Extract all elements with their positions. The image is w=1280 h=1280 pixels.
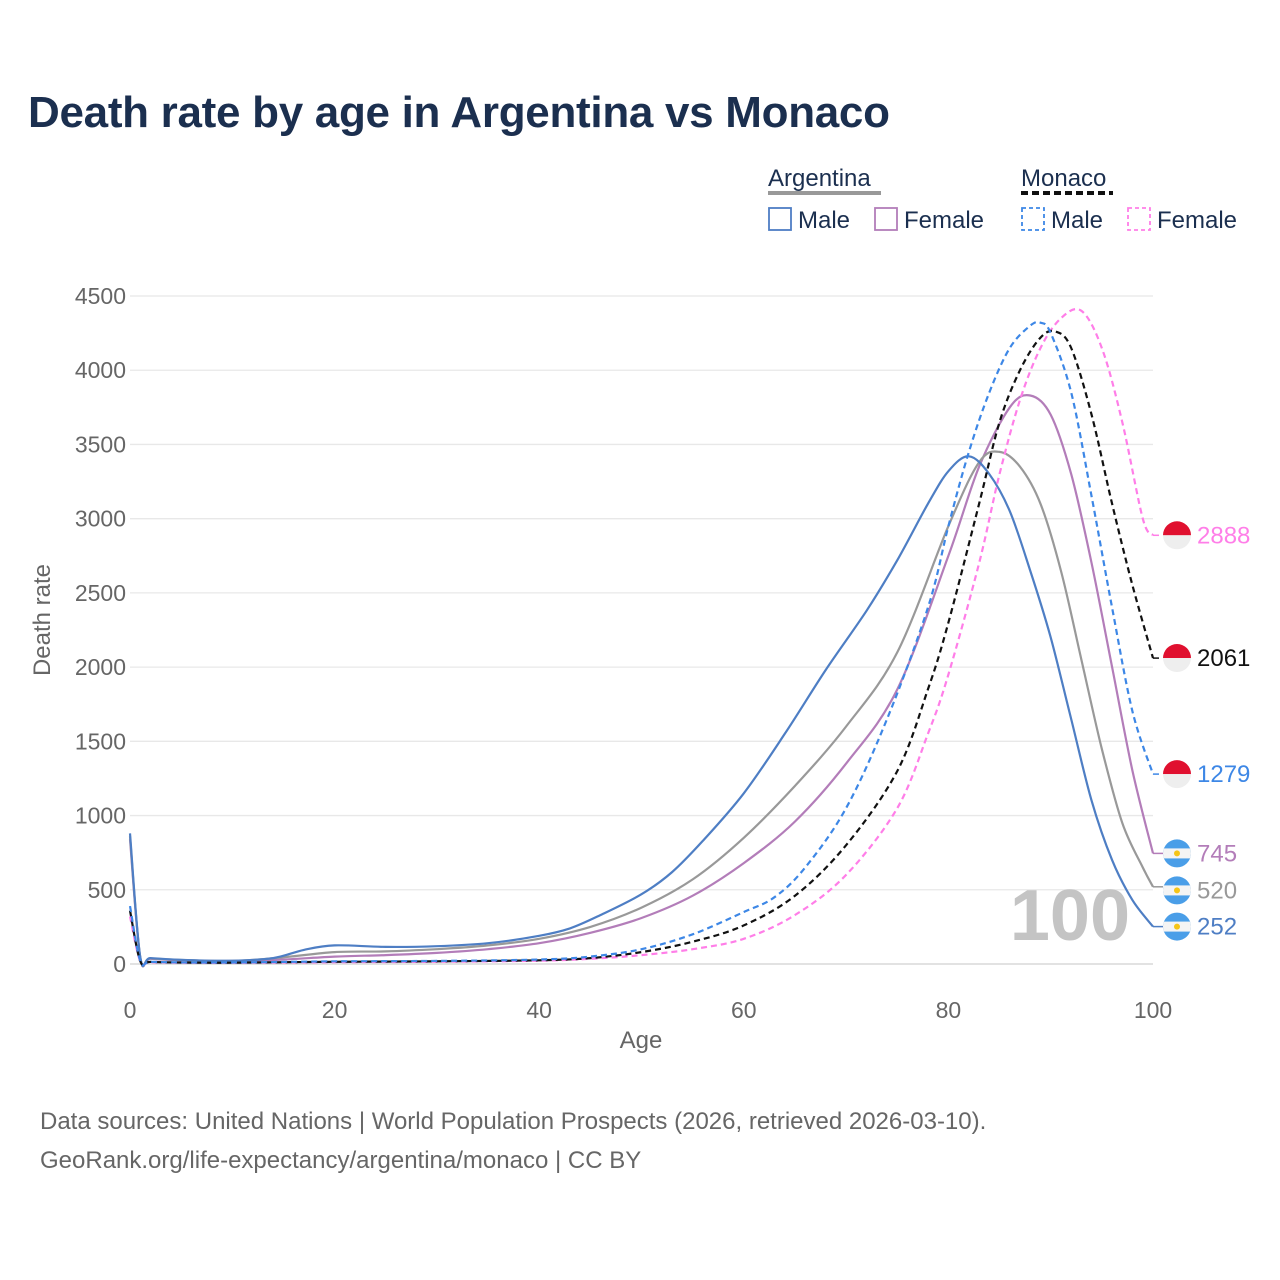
x-tick-label-60: 60 <box>731 997 757 1023</box>
flag-monaco-icon <box>1163 521 1191 550</box>
series-line-argentina-female <box>128 394 1155 968</box>
year-watermark: 100 <box>1010 876 1130 956</box>
x-tick-label-100: 100 <box>1134 997 1172 1023</box>
y-tick-label-1500: 1500 <box>75 728 126 754</box>
flag-argentina-icon <box>1163 912 1191 941</box>
legend-item-argentina-female: Female <box>904 207 984 234</box>
series-lines <box>128 307 1155 968</box>
end-label-argentina-female: 745 <box>1197 840 1237 867</box>
y-tick-label-3000: 3000 <box>75 506 126 532</box>
x-axis-label: Age <box>620 1027 663 1054</box>
y-axis-label: Death rate <box>29 564 56 676</box>
x-axis-ticks: 0 20 40 60 80 100 <box>124 997 1173 1023</box>
flag-monaco-icon <box>1163 760 1191 789</box>
legend-swatch-argentina-male <box>768 207 792 231</box>
y-tick-label-0: 0 <box>113 951 126 977</box>
y-tick-label-1000: 1000 <box>75 803 126 829</box>
legend-swatch-monaco-male <box>1021 207 1045 231</box>
legend-swatch-argentina-female <box>874 207 898 231</box>
series-line-monaco-female <box>128 307 1154 966</box>
y-tick-label-3500: 3500 <box>75 431 126 457</box>
y-tick-label-4500: 4500 <box>75 283 126 309</box>
chart-title: Death rate by age in Argentina vs Monaco <box>28 88 890 137</box>
y-tick-label-500: 500 <box>88 877 126 903</box>
x-tick-label-20: 20 <box>322 997 348 1023</box>
x-tick-label-0: 0 <box>124 997 137 1023</box>
end-labels: 745 520 252 2888 2061 1279 <box>1153 521 1250 941</box>
end-label-monaco-male: 1279 <box>1197 761 1250 788</box>
series-line-argentina-average <box>128 450 1154 968</box>
end-label-monaco-female: 2888 <box>1197 522 1250 549</box>
legend-swatch-monaco-female <box>1127 207 1151 231</box>
legend-group-monaco: Monaco <box>1021 165 1106 192</box>
legend-group-argentina: Argentina <box>768 165 871 192</box>
footer-sources: Data sources: United Nations | World Pop… <box>40 1108 987 1135</box>
gridlines <box>130 295 1153 965</box>
legend-item-monaco-female: Female <box>1157 207 1237 234</box>
series-line-monaco-male <box>128 320 1155 967</box>
footer-credit: GeoRank.org/life-expectancy/argentina/mo… <box>40 1147 642 1174</box>
end-label-argentina-male: 252 <box>1197 914 1237 941</box>
y-tick-label-2000: 2000 <box>75 654 126 680</box>
series-line-monaco-average <box>128 329 1155 967</box>
x-tick-label-40: 40 <box>526 997 552 1023</box>
legend: Argentina Male Female Monaco Male Female <box>768 165 1237 234</box>
flag-argentina-icon <box>1163 839 1191 868</box>
y-tick-label-4000: 4000 <box>75 357 126 383</box>
legend-item-argentina-male: Male <box>798 207 850 234</box>
end-label-argentina-average: 520 <box>1197 877 1237 904</box>
flag-monaco-icon <box>1163 644 1191 673</box>
legend-item-monaco-male: Male <box>1051 207 1103 234</box>
series-line-argentina-male <box>128 455 1154 968</box>
y-tick-label-2500: 2500 <box>75 580 126 606</box>
x-tick-label-80: 80 <box>936 997 962 1023</box>
end-label-monaco-average: 2061 <box>1197 645 1250 672</box>
y-axis-ticks: 0 500 1000 1500 2000 2500 3000 3500 4000 4500 <box>75 283 126 977</box>
flag-argentina-icon <box>1163 876 1191 905</box>
